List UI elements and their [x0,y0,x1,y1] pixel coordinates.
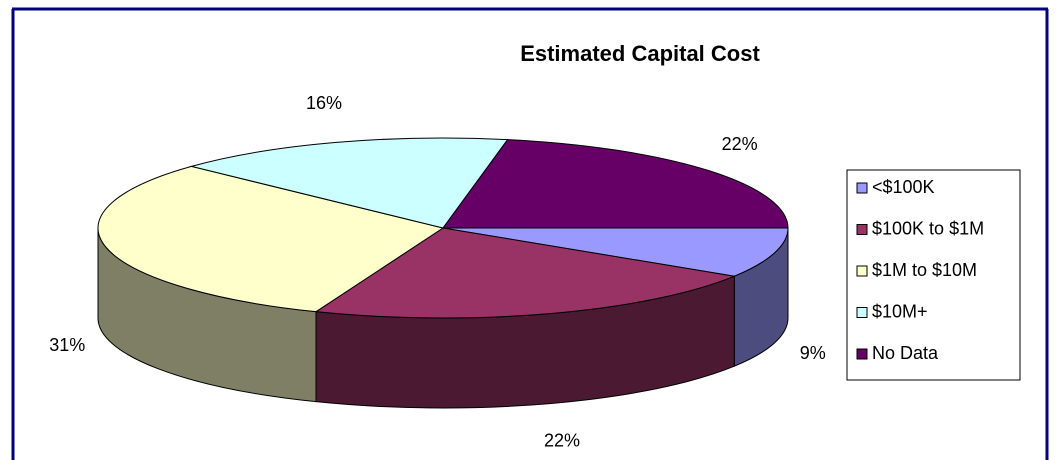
legend-swatch [856,265,868,277]
legend-swatch [856,348,868,360]
legend-label: $10M+ [872,301,928,321]
legend-swatch [856,307,868,318]
data-label: 9% [800,343,826,363]
data-label: 22% [544,430,580,450]
chart-title: Estimated Capital Cost [520,41,760,66]
data-label: 16% [306,93,342,113]
data-label: 31% [49,335,85,355]
legend-label: <$100K [872,177,935,197]
slice [442,139,789,229]
slice [442,227,789,277]
legend-label: No Data [872,343,939,363]
legend-label: $1M to $10M [872,260,977,280]
slice [97,165,445,313]
slice [189,137,509,229]
slice [314,227,737,319]
legend-swatch [856,224,868,235]
data-label: 22% [722,134,758,154]
legend-label: $100K to $1M [872,218,984,238]
legend-swatch [856,182,868,194]
legend-box [846,169,1021,381]
